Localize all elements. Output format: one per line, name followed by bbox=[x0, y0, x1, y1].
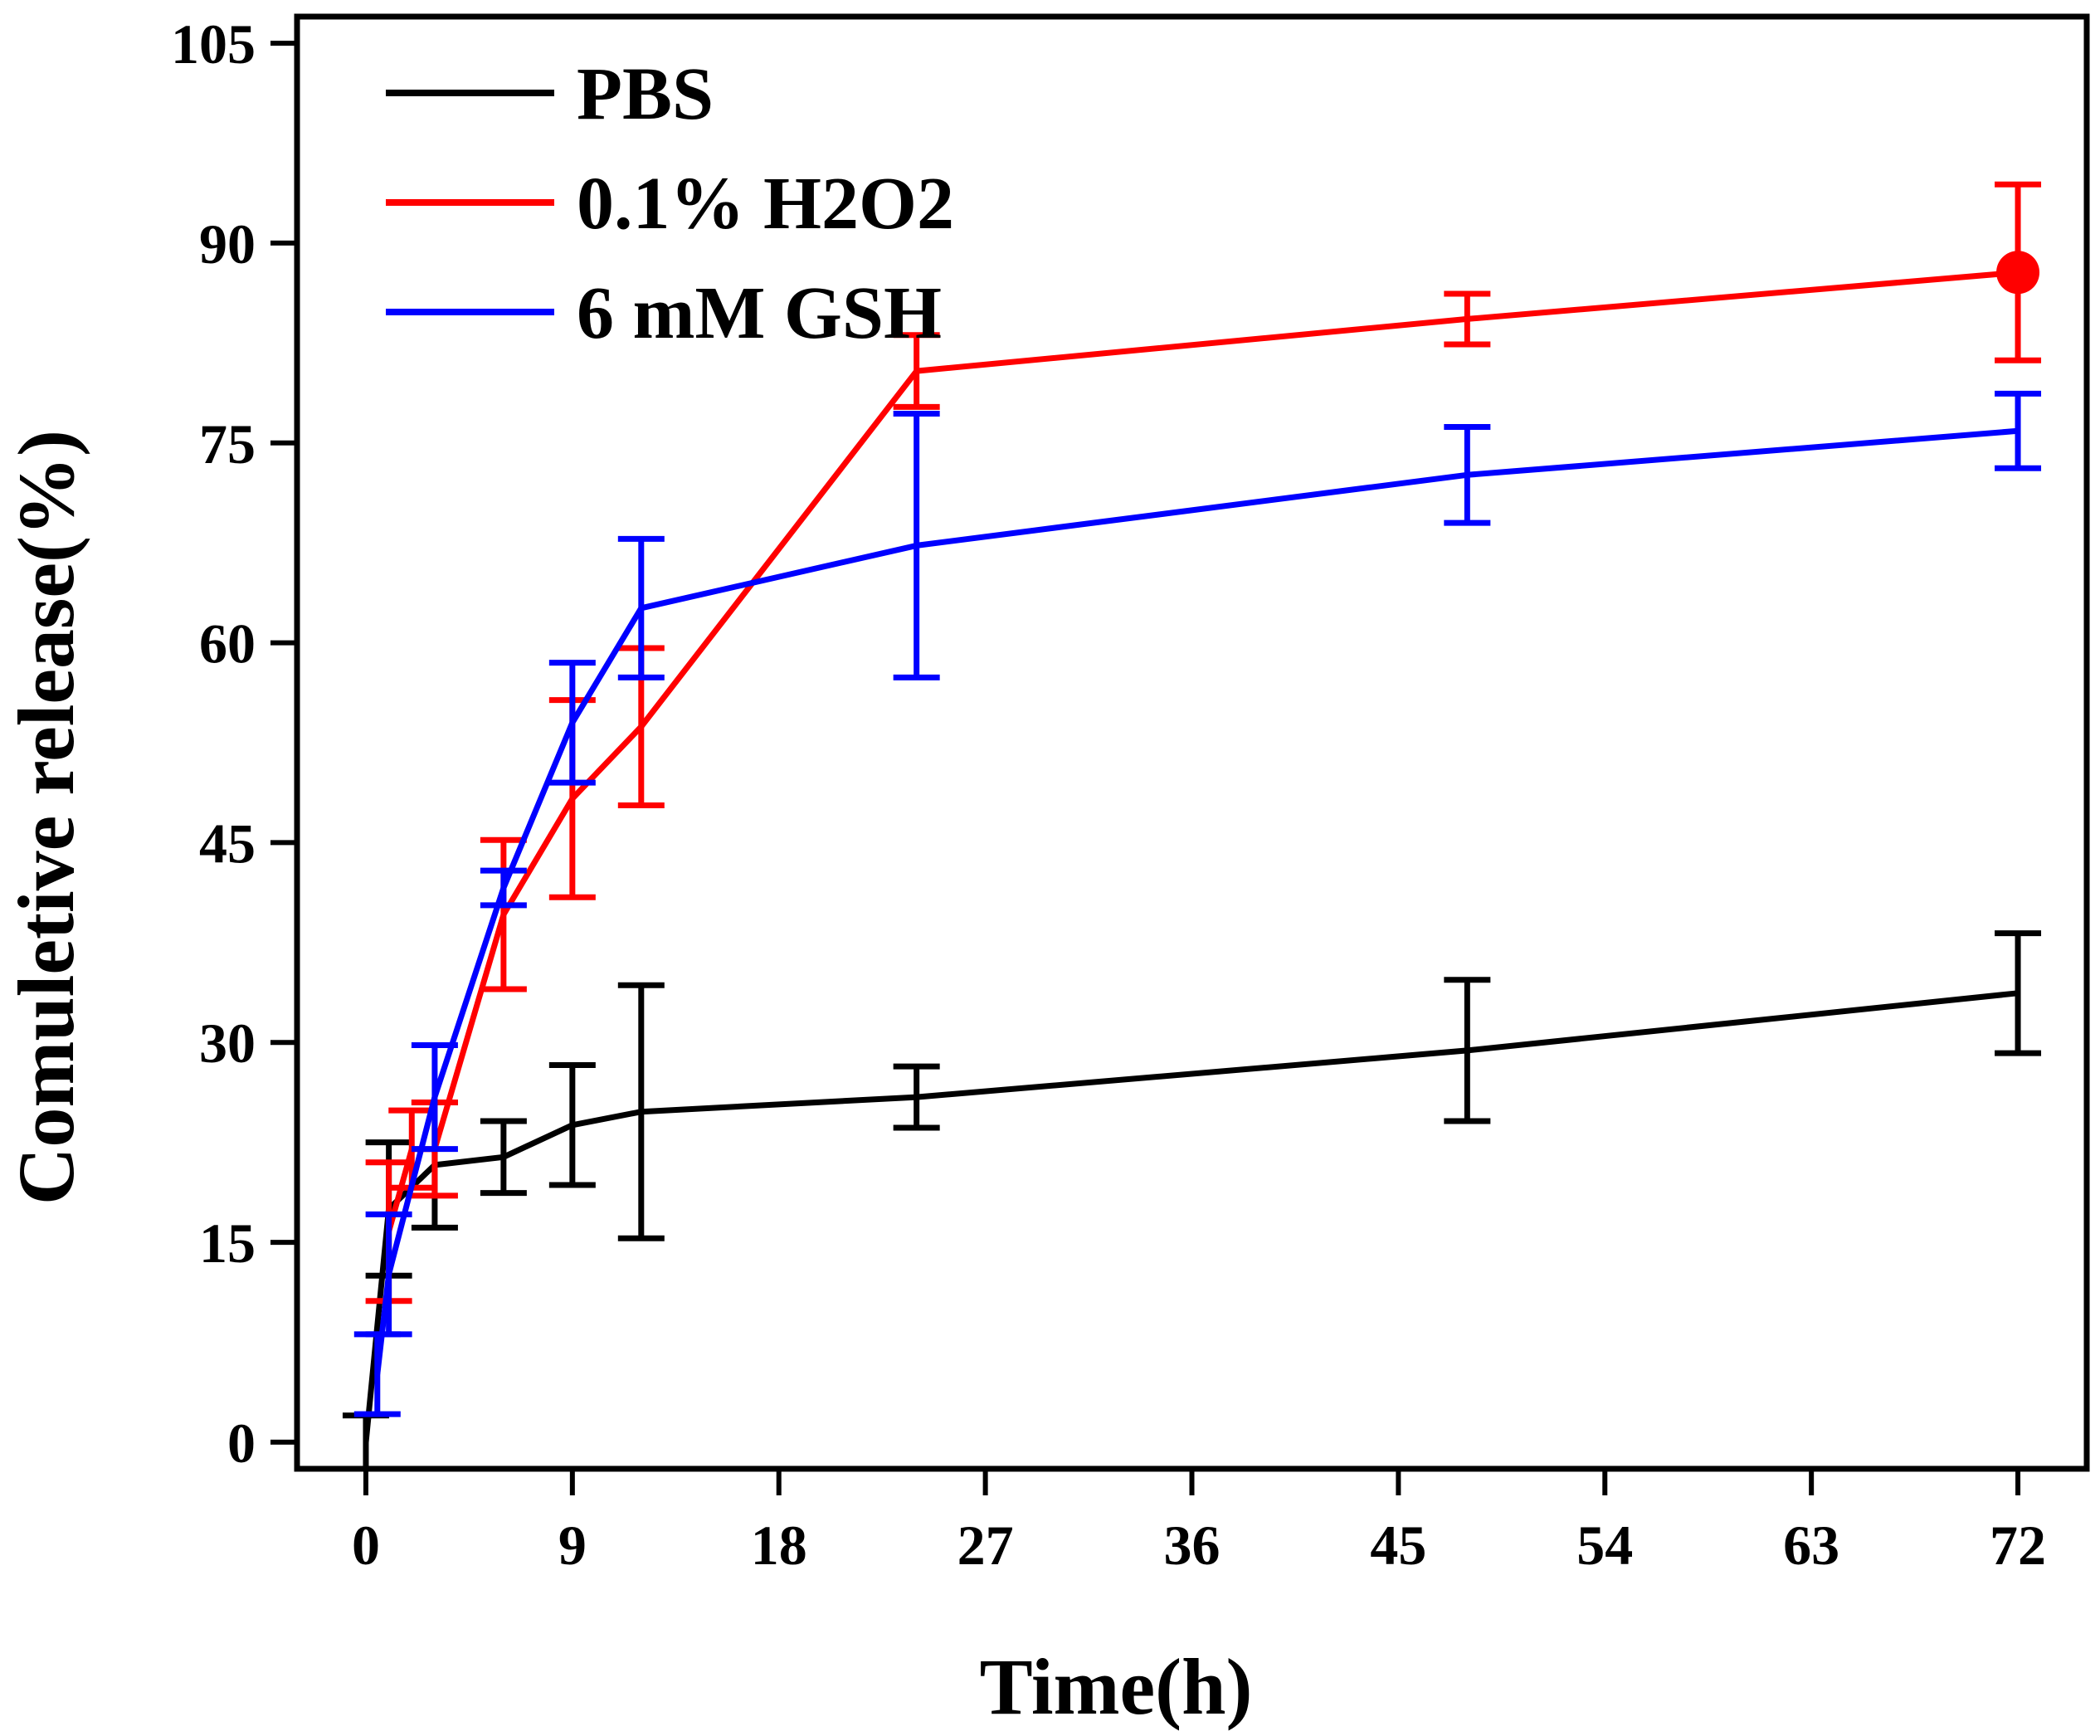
data-point-marker bbox=[1996, 251, 2040, 295]
series-line bbox=[386, 269, 2019, 1233]
y-tick-label: 0 bbox=[227, 1412, 256, 1475]
legend-label: 0.1% H2O2 bbox=[577, 163, 954, 245]
error-bar bbox=[1444, 290, 1491, 348]
error-bar bbox=[893, 1063, 940, 1131]
y-tick-label: 105 bbox=[171, 12, 256, 76]
error-bar bbox=[1995, 930, 2042, 1056]
series-layer bbox=[342, 181, 2042, 1472]
x-tick-label: 9 bbox=[558, 1514, 587, 1577]
error-bar bbox=[548, 660, 596, 786]
x-tick-label: 72 bbox=[1990, 1514, 2046, 1577]
x-tick-label: 45 bbox=[1370, 1514, 1426, 1577]
axes-layer: 0 9 18 27 36 45 54 63 72 0 15 30 45 60 75 90 105 bbox=[171, 12, 2090, 1577]
error-bar bbox=[342, 1412, 389, 1472]
series-line bbox=[374, 427, 2019, 1375]
error-bar bbox=[1995, 390, 2042, 471]
error-bar bbox=[617, 535, 665, 680]
series-2 bbox=[353, 390, 2042, 1417]
y-tick-label: 60 bbox=[199, 612, 256, 675]
y-tick-label: 15 bbox=[199, 1212, 256, 1275]
y-tick-label: 90 bbox=[199, 212, 256, 276]
legend: PBS 0.1% H2O2 6 mM GSH bbox=[386, 53, 954, 354]
x-tick-label: 36 bbox=[1164, 1514, 1221, 1577]
error-bar bbox=[480, 867, 527, 909]
error-bar bbox=[353, 1331, 401, 1417]
error-bar bbox=[411, 1041, 458, 1153]
x-tick-label: 54 bbox=[1576, 1514, 1633, 1577]
y-tick-label: 45 bbox=[199, 812, 256, 875]
y-tick-label: 30 bbox=[199, 1012, 256, 1075]
error-bar bbox=[480, 1118, 527, 1197]
x-tick-label: 27 bbox=[957, 1514, 1014, 1577]
y-tick-label: 75 bbox=[199, 412, 256, 475]
x-axis-title: Time(h) bbox=[980, 1642, 1253, 1731]
error-bar bbox=[365, 1211, 412, 1338]
error-bar bbox=[480, 836, 527, 992]
legend-label: 6 mM GSH bbox=[577, 272, 942, 354]
x-tick-label: 63 bbox=[1783, 1514, 1839, 1577]
y-axis-title: Comuletive release(%) bbox=[2, 430, 90, 1205]
error-bar bbox=[617, 982, 665, 1241]
error-bar bbox=[893, 410, 940, 680]
error-bar bbox=[1444, 977, 1491, 1124]
error-bar bbox=[1444, 423, 1491, 526]
series-line bbox=[363, 990, 2019, 1443]
x-tick-label: 18 bbox=[751, 1514, 807, 1577]
series-0 bbox=[342, 930, 2042, 1472]
error-bar bbox=[893, 332, 940, 410]
x-tick-label: 0 bbox=[352, 1514, 380, 1577]
error-bar bbox=[548, 1062, 596, 1188]
legend-label: PBS bbox=[577, 53, 714, 135]
